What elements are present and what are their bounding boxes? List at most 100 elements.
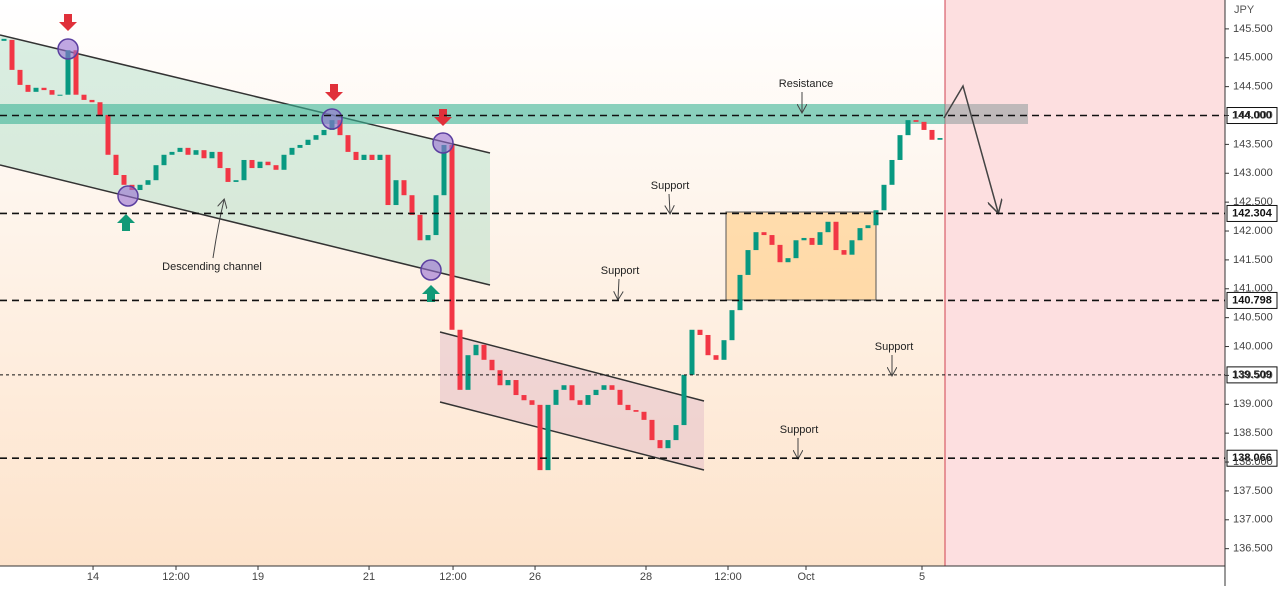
- resistance-band: [0, 104, 945, 124]
- candle: [25, 84, 31, 92]
- arrow: [434, 109, 452, 126]
- candle: [881, 184, 887, 211]
- candle: [665, 440, 671, 449]
- y-tick-label: 144.500: [1233, 81, 1273, 93]
- candle: [721, 340, 727, 360]
- projection: [943, 84, 998, 212]
- y-axis-label: JPY: [1234, 4, 1255, 16]
- annotation: Support: [780, 424, 819, 436]
- x-tick-label: 19: [252, 571, 264, 583]
- candle: [801, 237, 807, 241]
- pointer: [212, 200, 224, 259]
- pointer: [669, 193, 670, 213]
- y-tick-label: 139.500: [1233, 369, 1273, 381]
- candle: [577, 400, 583, 405]
- channel-line: [0, 34, 491, 154]
- candle: [489, 359, 495, 371]
- y-tick-label: 145.000: [1233, 52, 1273, 64]
- x-tick-label: 5: [919, 571, 925, 583]
- candle: [41, 87, 47, 91]
- candle: [817, 232, 823, 245]
- candle: [57, 94, 63, 96]
- x-tick-label: 12:00: [714, 571, 742, 583]
- touch: [117, 185, 139, 207]
- up-arrows: [117, 214, 440, 302]
- level-box: [1226, 366, 1278, 384]
- candle: [401, 180, 407, 196]
- candle: [537, 404, 543, 471]
- candle: [297, 144, 303, 148]
- candle: [425, 235, 431, 241]
- candle: [73, 50, 79, 95]
- annotation: Support: [601, 265, 640, 277]
- candle: [561, 385, 567, 390]
- candle: [241, 159, 247, 181]
- candle: [905, 120, 911, 136]
- annotation: Descending channel: [162, 261, 262, 273]
- candle: [473, 344, 479, 356]
- candle: [193, 150, 199, 155]
- y-tick-label: 138.500: [1233, 427, 1273, 439]
- candle: [49, 90, 55, 95]
- candle: [441, 144, 447, 196]
- level-label: 140.798: [1232, 294, 1272, 306]
- candle: [673, 425, 679, 441]
- touch: [420, 259, 442, 281]
- candle: [569, 385, 575, 401]
- level-box: [1226, 204, 1278, 222]
- down-arrows: [59, 14, 452, 126]
- channel-line: [0, 164, 491, 286]
- y-tick-label: 143.000: [1233, 167, 1273, 179]
- candle: [697, 329, 703, 335]
- candle: [433, 195, 439, 236]
- y-tick-label: 141.500: [1233, 254, 1273, 266]
- candle: [841, 250, 847, 255]
- candle: [449, 144, 455, 330]
- x-tick-label: 12:00: [162, 571, 190, 583]
- candle: [9, 39, 15, 70]
- channel-fill: [440, 332, 704, 470]
- candle: [393, 180, 399, 206]
- candle: [809, 237, 815, 245]
- candle: [409, 195, 415, 215]
- zone: [945, 0, 1225, 566]
- candle: [257, 161, 263, 169]
- candle: [633, 410, 639, 412]
- level-label: 138.066: [1232, 452, 1272, 464]
- x-axis-bg: [0, 566, 1225, 586]
- candle: [865, 225, 871, 229]
- pointers: [212, 92, 892, 458]
- candle: [505, 380, 511, 386]
- touch-points: [57, 38, 454, 281]
- arrow: [422, 285, 440, 302]
- level-label: 142.304: [1232, 207, 1273, 219]
- candle: [337, 120, 343, 136]
- candle: [849, 240, 855, 255]
- y-tick-label: 145.500: [1233, 23, 1273, 35]
- candle: [97, 102, 103, 115]
- arrow: [59, 14, 77, 31]
- y-tick-label: 144.000: [1233, 109, 1273, 121]
- candle: [225, 168, 231, 182]
- candle: [273, 165, 279, 170]
- candle: [89, 99, 95, 103]
- candle: [833, 221, 839, 251]
- touch: [57, 38, 79, 60]
- candle: [585, 395, 591, 405]
- candle: [873, 210, 879, 226]
- candle: [913, 120, 919, 122]
- candle: [609, 385, 615, 390]
- candle: [553, 389, 559, 405]
- candle: [657, 440, 663, 449]
- level-box: [1226, 291, 1278, 309]
- candle: [753, 232, 759, 251]
- candle: [497, 370, 503, 386]
- candle: [705, 334, 711, 356]
- candle: [617, 389, 623, 405]
- candle: [169, 151, 175, 155]
- level-label: 144.000: [1232, 109, 1272, 121]
- candle: [153, 165, 159, 181]
- candle: [161, 154, 167, 166]
